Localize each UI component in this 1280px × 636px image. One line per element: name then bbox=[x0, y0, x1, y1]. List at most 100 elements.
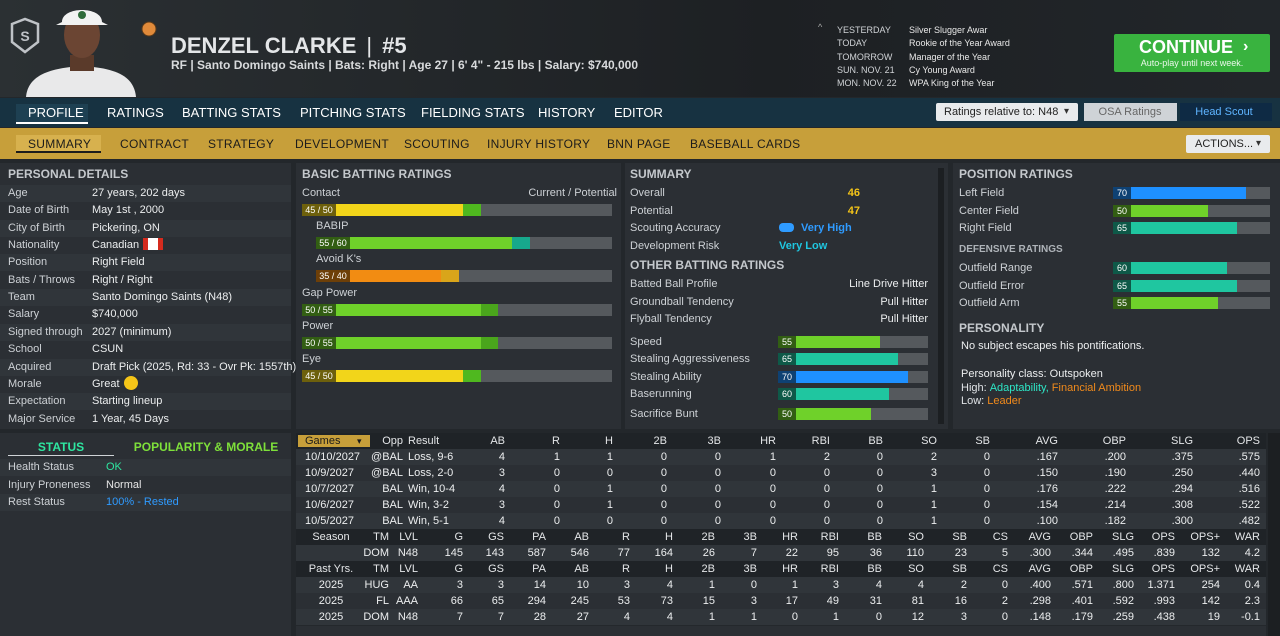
table-cell: .200 bbox=[1104, 451, 1126, 463]
table-cell: HUG bbox=[364, 579, 389, 591]
column-header: AVG bbox=[1035, 435, 1058, 447]
games-dropdown[interactable] bbox=[298, 435, 370, 447]
status-tab[interactable]: STATUS bbox=[37, 440, 85, 454]
schedule-day: TODAY bbox=[837, 38, 868, 49]
logo bbox=[10, 17, 40, 54]
trait-label: Low: bbox=[961, 395, 985, 407]
source-label[interactable]: Head Scout bbox=[1195, 106, 1253, 118]
portrait-neck bbox=[70, 55, 94, 71]
separator: | bbox=[366, 33, 373, 58]
tab[interactable]: PITCHING STATS bbox=[300, 105, 406, 120]
column-header: RBI bbox=[811, 435, 830, 447]
subtab[interactable]: SUMMARY bbox=[28, 137, 92, 151]
table-cell: 143 bbox=[485, 547, 504, 559]
table-cell: 0 bbox=[791, 611, 798, 623]
actions-label[interactable]: ACTIONS... bbox=[1195, 138, 1254, 150]
table-cell: .401 bbox=[1071, 595, 1093, 607]
table-cell: @BAL bbox=[371, 467, 403, 479]
column-header: SO bbox=[908, 531, 924, 543]
subtab[interactable]: DEVELOPMENT bbox=[295, 137, 389, 151]
table-cell: 3 bbox=[832, 579, 839, 591]
table-cell: 4 bbox=[875, 579, 882, 591]
subtab[interactable]: BASEBALL CARDS bbox=[690, 137, 801, 151]
dropdown[interactable] bbox=[936, 103, 1078, 121]
table-cell: .375 bbox=[1171, 451, 1193, 463]
table-cell: 0 bbox=[983, 483, 990, 495]
actions-button[interactable] bbox=[1186, 135, 1270, 153]
rating-name: Eye bbox=[302, 353, 321, 365]
bar-label: 55 / 60 bbox=[319, 238, 347, 248]
table-cell: 0 bbox=[714, 483, 721, 495]
rating-name: Contact bbox=[302, 187, 340, 199]
scrollbar[interactable] bbox=[938, 168, 944, 424]
column-header: SLG bbox=[1111, 531, 1134, 543]
table-cell: 0 bbox=[606, 515, 613, 527]
table-cell: .592 bbox=[1112, 595, 1134, 607]
table-cell: 2 bbox=[960, 579, 967, 591]
status-icon[interactable] bbox=[141, 21, 157, 37]
table-cell: .800 bbox=[1112, 579, 1134, 591]
bar-label-box bbox=[778, 336, 796, 348]
rating-bar bbox=[778, 353, 899, 365]
scrollbar[interactable] bbox=[1268, 433, 1280, 636]
summary-label: Development Risk bbox=[630, 240, 720, 252]
table-cell: .438 bbox=[1153, 611, 1175, 623]
tab[interactable]: HISTORY bbox=[538, 105, 596, 120]
player-subtitle: RF | Santo Domingo Saints | Bats: Right … bbox=[171, 58, 639, 72]
continue-label[interactable]: CONTINUE bbox=[1139, 37, 1233, 57]
tab[interactable]: PROFILE bbox=[28, 105, 84, 120]
column-header: HR bbox=[782, 563, 798, 575]
table-cell: .190 bbox=[1104, 467, 1126, 479]
table-cell: 17 bbox=[785, 595, 798, 607]
column-header: GS bbox=[488, 531, 504, 543]
source-button[interactable] bbox=[1084, 103, 1177, 121]
column-header: SB bbox=[975, 435, 990, 447]
subtab[interactable]: SCOUTING bbox=[404, 137, 470, 151]
tab[interactable]: FIELDING STATS bbox=[421, 105, 525, 120]
table-cell: .154 bbox=[1036, 499, 1058, 511]
rating-bar bbox=[778, 408, 871, 420]
table-cell: 0 bbox=[823, 483, 830, 495]
rating-bar bbox=[1113, 187, 1246, 199]
table-cell: 1 bbox=[606, 451, 613, 463]
status-tab[interactable]: POPULARITY & MORALE bbox=[133, 440, 279, 454]
arrow: › bbox=[1243, 38, 1249, 55]
detail-label: Morale bbox=[8, 377, 42, 390]
detail-label: Acquired bbox=[8, 360, 52, 373]
tab[interactable]: RATINGS bbox=[107, 105, 164, 120]
column-header: SLG bbox=[1170, 435, 1193, 447]
column-header: 2B bbox=[701, 531, 715, 543]
column-header: OPS+ bbox=[1190, 563, 1220, 575]
subtab[interactable]: STRATEGY bbox=[208, 137, 275, 151]
portrait-jersey bbox=[26, 66, 136, 97]
rating-bar bbox=[778, 371, 908, 383]
table-cell: AAA bbox=[395, 595, 418, 607]
table-cell: AA bbox=[403, 579, 418, 591]
detail-label: City of Birth bbox=[8, 221, 65, 234]
source-button-selected[interactable] bbox=[1180, 103, 1272, 121]
subtab[interactable]: CONTRACT bbox=[120, 137, 190, 151]
table-cell: 10/5/2027 bbox=[305, 515, 354, 527]
continue-button[interactable] bbox=[1114, 34, 1270, 72]
dropdown-label[interactable]: Ratings relative to: N48 bbox=[944, 106, 1059, 118]
table-cell: 26 bbox=[702, 547, 715, 559]
bar-label-box bbox=[1113, 262, 1131, 274]
batting-value: Line Drive Hitter bbox=[849, 278, 928, 290]
tab[interactable]: BATTING STATS bbox=[182, 105, 281, 120]
table-cell: 0 bbox=[876, 499, 883, 511]
table-cell: 10/6/2027 bbox=[305, 499, 354, 511]
source-label[interactable]: OSA Ratings bbox=[1098, 106, 1162, 118]
subtab[interactable]: INJURY HISTORY bbox=[487, 137, 591, 151]
cap-logo bbox=[78, 11, 86, 19]
table-cell: Win, 5-1 bbox=[408, 515, 449, 527]
subtab[interactable]: BNN PAGE bbox=[607, 137, 671, 151]
batting-label: Stealing Aggressiveness bbox=[630, 353, 750, 365]
tab[interactable]: EDITOR bbox=[614, 105, 663, 120]
detail-value: Draft Pick (2025, Rd: 33 - Ovr Pk: 1557t… bbox=[92, 360, 297, 373]
continue-sublabel[interactable]: Auto-play until next week. bbox=[1140, 58, 1244, 68]
table-cell: 164 bbox=[654, 547, 673, 559]
bar-label: 70 bbox=[1116, 188, 1128, 198]
table-cell: 3 bbox=[497, 579, 504, 591]
schedule-day: YESTERDAY bbox=[837, 25, 891, 35]
